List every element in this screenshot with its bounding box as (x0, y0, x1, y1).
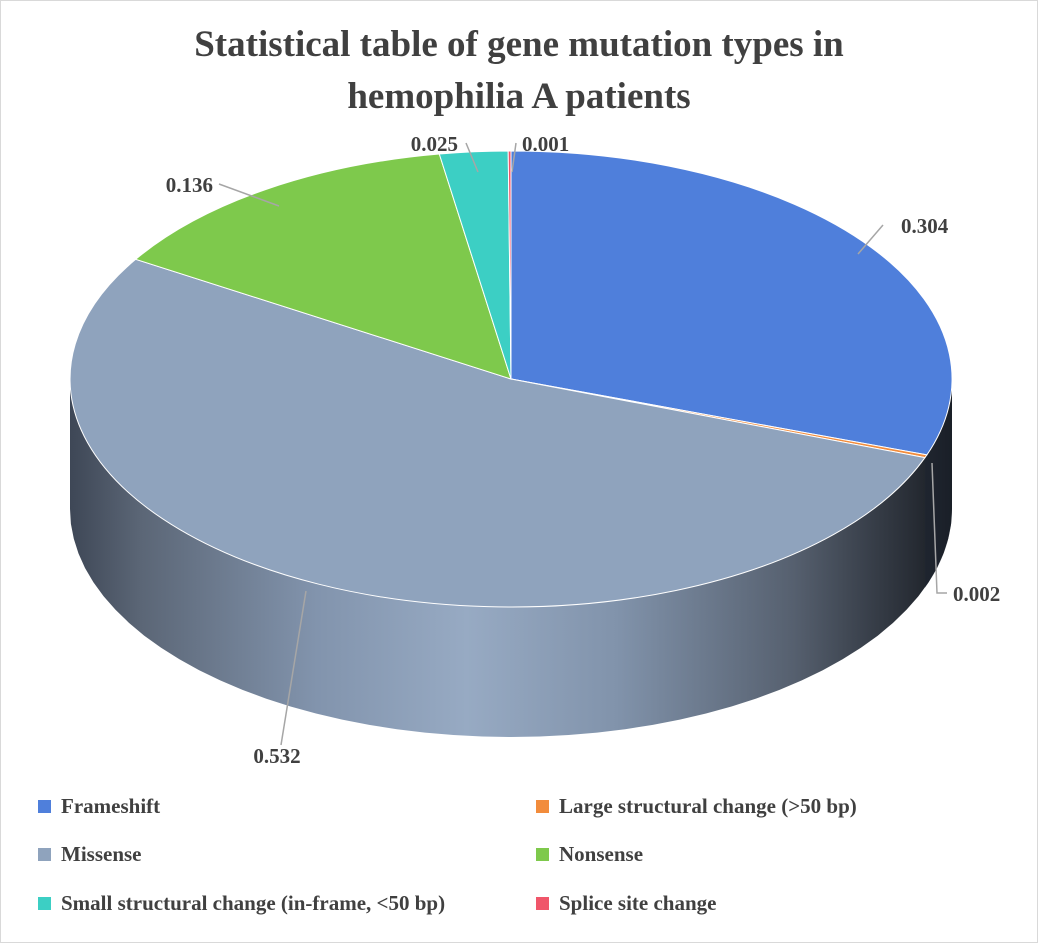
legend-swatch (38, 848, 51, 861)
legend-label: Large structural change (>50 bp) (559, 794, 857, 818)
pie-side-wall (70, 379, 952, 737)
legend-swatch (536, 897, 549, 910)
legend-swatch (536, 800, 549, 813)
data-label-text: 0.002 (953, 582, 1000, 606)
data-label-5: 0.025 (411, 132, 479, 173)
legend-item: Nonsense (536, 841, 643, 867)
pie-slices (69, 150, 953, 608)
leader-line (857, 224, 884, 255)
data-labels: 0.304 0.002 0.532 0.136 0.025 0.001 (166, 132, 1001, 768)
pie-slice-missense (69, 258, 926, 608)
chart-title-line-1: Statistical table of gene mutation types… (194, 24, 844, 65)
data-label-3: 0.532 (253, 590, 307, 768)
legend-label: Splice site change (559, 891, 717, 915)
leader-line (931, 462, 947, 594)
legend-item: Splice site change (536, 890, 717, 916)
leader-line (218, 183, 280, 207)
pie-slice-splice-site-change (507, 150, 512, 380)
leader-line (280, 590, 307, 746)
data-label-4: 0.136 (166, 173, 280, 207)
legend-swatch (38, 897, 51, 910)
leader-line (511, 142, 517, 173)
legend-label: Missense (61, 842, 142, 866)
chart-title-line-2: hemophilia A patients (347, 76, 691, 117)
legend-swatch (38, 800, 51, 813)
legend-label: Frameshift (61, 794, 161, 818)
legend-swatch (536, 848, 549, 861)
legend-label: Nonsense (559, 842, 644, 866)
pie-slice-frameshift (510, 150, 953, 456)
data-label-6: 0.001 (511, 132, 569, 173)
data-label-2: 0.002 (931, 462, 1000, 606)
data-label-1: 0.304 (857, 214, 949, 255)
data-label-text: 0.136 (166, 173, 213, 197)
data-label-text: 0.025 (411, 132, 458, 156)
data-label-text: 0.001 (522, 132, 569, 156)
legend-item: Missense (38, 841, 142, 867)
legend-item: Frameshift (38, 793, 160, 819)
legend-label: Small structural change (in-frame, <50 b… (61, 891, 446, 915)
data-label-text: 0.532 (253, 744, 300, 768)
legend-item: Large structural change (>50 bp) (536, 793, 857, 819)
chart-title: Statistical table of gene mutation types… (1, 19, 1037, 123)
leader-line (465, 142, 479, 173)
pie-slice-nonsense (134, 153, 512, 380)
legend-item: Small structural change (in-frame, <50 b… (38, 890, 445, 916)
data-label-text: 0.304 (901, 214, 949, 238)
